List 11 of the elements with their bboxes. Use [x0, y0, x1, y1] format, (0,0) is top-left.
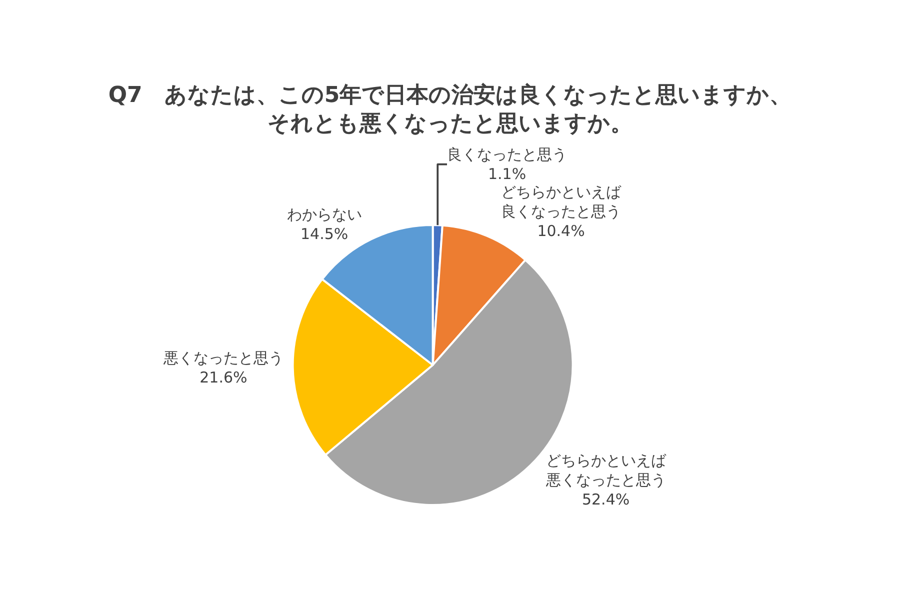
chart-title: Q7 あなたは、この5年で日本の治安は良くなったと思いますか、それとも悪くなったと思いますか。: [108, 82, 792, 137]
data-label: 21.6%: [200, 368, 248, 386]
slice-label: 良くなったと思う: [447, 146, 568, 164]
slice-label: どちらかといえば悪くなったと思う: [544, 451, 667, 489]
data-label: 1.1%: [488, 165, 526, 184]
data-label: 10.4%: [537, 222, 585, 240]
data-label: 52.4%: [582, 490, 630, 508]
data-label: 14.5%: [300, 224, 348, 243]
slice-label: 悪くなったと思う: [162, 348, 284, 367]
slice-label: わからない: [286, 205, 362, 224]
slice-label: どちらかといえば良くなったと思う: [501, 183, 622, 221]
